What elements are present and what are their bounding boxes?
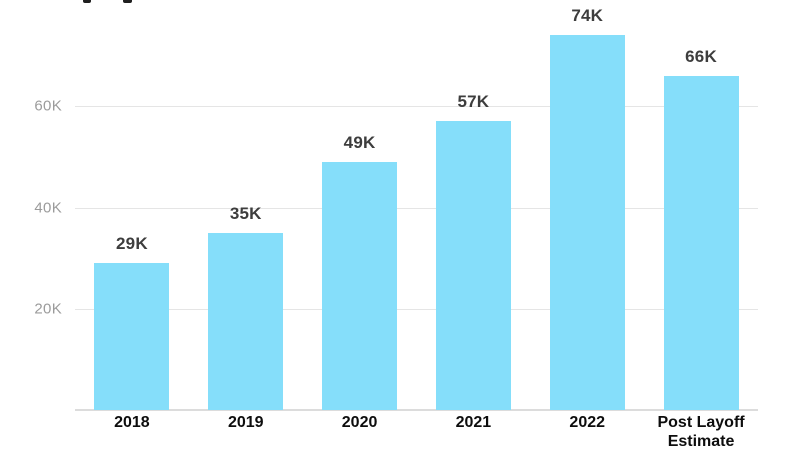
x-tick-label: 2020 — [341, 414, 378, 431]
y-axis: 20K 40K 60K — [0, 0, 62, 410]
bar-column-2022: 74K — [530, 0, 644, 410]
x-tick-label: Post Layoff Estimate — [657, 414, 745, 450]
x-tick-label: 2019 — [227, 414, 264, 431]
bar — [663, 75, 739, 410]
gridline-60K — [75, 106, 758, 108]
title-descender-mark — [123, 0, 132, 3]
cropped-title-text — [0, 0, 200, 4]
x-tick-label: 2018 — [114, 414, 150, 431]
value-label: 49K — [343, 132, 376, 152]
bar-column-2021: 57K — [416, 0, 530, 410]
y-tick-label: 20K — [34, 300, 62, 318]
bar-column-2019: 35K — [189, 0, 303, 410]
bars-container: 29K 35K 49K 57K 74K 66K — [75, 0, 758, 410]
x-axis-labels: 2018 2019 2020 2021 2022 Post Layoff Estimate — [75, 413, 758, 451]
bar — [549, 35, 625, 410]
value-label: 57K — [457, 92, 490, 112]
bar — [94, 263, 170, 410]
value-label: 74K — [571, 6, 604, 26]
x-tick-label: 2022 — [569, 414, 606, 431]
bar-column-2018: 29K — [75, 0, 189, 410]
bar-column-2020: 49K — [303, 0, 417, 410]
bar — [435, 121, 511, 410]
x-axis-line — [75, 409, 758, 411]
value-label: 29K — [116, 234, 148, 254]
x-tick-label: 2021 — [455, 414, 492, 431]
value-label: 66K — [685, 46, 717, 66]
bar — [208, 232, 284, 410]
bar — [322, 161, 398, 410]
plot-area: 29K 35K 49K 57K 74K 66K — [75, 0, 758, 411]
y-tick-label: 60K — [34, 97, 62, 115]
bar-column-post-layoff-estimate: 66K — [644, 0, 758, 410]
gridline-20K — [75, 308, 758, 310]
title-descender-mark — [83, 0, 91, 3]
gridline-40K — [75, 207, 758, 209]
y-tick-label: 40K — [34, 199, 62, 217]
value-label: 35K — [229, 203, 262, 223]
